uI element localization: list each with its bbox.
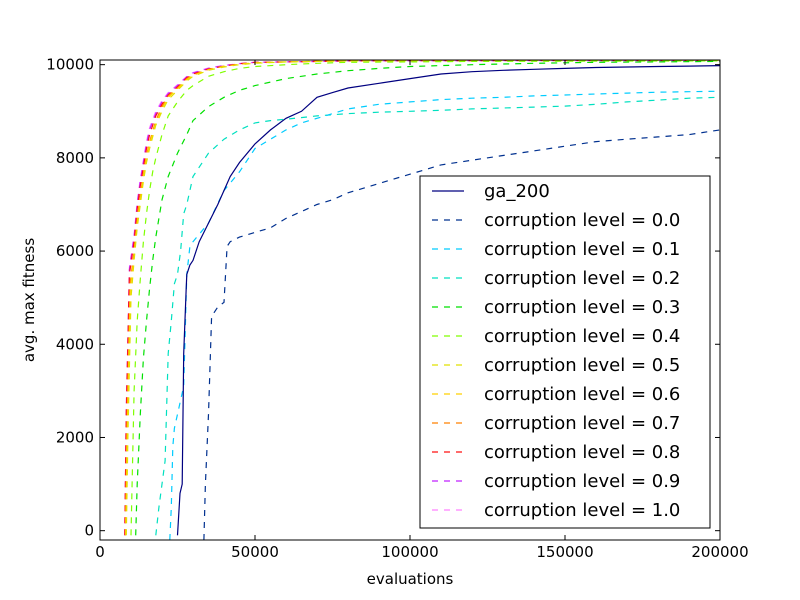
- series-line-corruption-level-0-2: [155, 96, 720, 536]
- legend-label: corruption level = 0.4: [484, 326, 680, 347]
- legend-label: corruption level = 0.5: [484, 355, 680, 376]
- y-axis-title: avg. max fitness: [20, 238, 38, 362]
- legend-label: corruption level = 0.9: [484, 471, 680, 492]
- legend: ga_200 corruption level = 0.0 corruption l…: [419, 175, 711, 529]
- legend-label: corruption level = 0.7: [484, 413, 680, 434]
- series-line-corruption-level-0-6: [125, 60, 720, 536]
- ticks-layer: 0 50000 100000 150000 200000 0 2000 4000 6000 800…: [46, 56, 748, 561]
- y-tick-label: 8000: [56, 149, 94, 167]
- legend-label: corruption level = 0.2: [484, 268, 680, 289]
- x-tick-label: 50000: [231, 543, 279, 561]
- legend-label: ga_200: [484, 181, 550, 202]
- series-line-corruption-level-0-3: [135, 60, 720, 536]
- y-tick-label: 6000: [56, 242, 94, 260]
- series-line-corruption-level-0-5: [125, 60, 720, 536]
- legend-box: [419, 175, 711, 529]
- y-tick-label: 2000: [56, 428, 94, 446]
- series-line-corruption-level-0-1: [169, 90, 720, 540]
- x-tick-label: 0: [95, 543, 105, 561]
- x-axis-title: evaluations: [367, 570, 454, 588]
- y-tick-label: 0: [84, 522, 94, 540]
- x-tick-label: 150000: [536, 543, 593, 561]
- x-tick-label: 100000: [381, 543, 438, 561]
- legend-label: corruption level = 0.0: [484, 210, 680, 231]
- legend-label: corruption level = 0.8: [484, 442, 680, 463]
- y-tick-label: 4000: [56, 335, 94, 353]
- series-line-corruption-level-0-4: [130, 60, 720, 536]
- legend-label: corruption level = 1.0: [484, 500, 680, 521]
- legend-label: corruption level = 0.3: [484, 297, 680, 318]
- series-line-ga-200: [176, 65, 720, 536]
- x-tick-label: 200000: [691, 543, 748, 561]
- series-line-corruption-level-0-0: [203, 129, 720, 540]
- legend-label: corruption level = 0.6: [484, 384, 680, 405]
- legend-label: corruption level = 0.1: [484, 239, 680, 260]
- series-layer: [124, 60, 720, 540]
- y-tick-label: 10000: [46, 56, 94, 74]
